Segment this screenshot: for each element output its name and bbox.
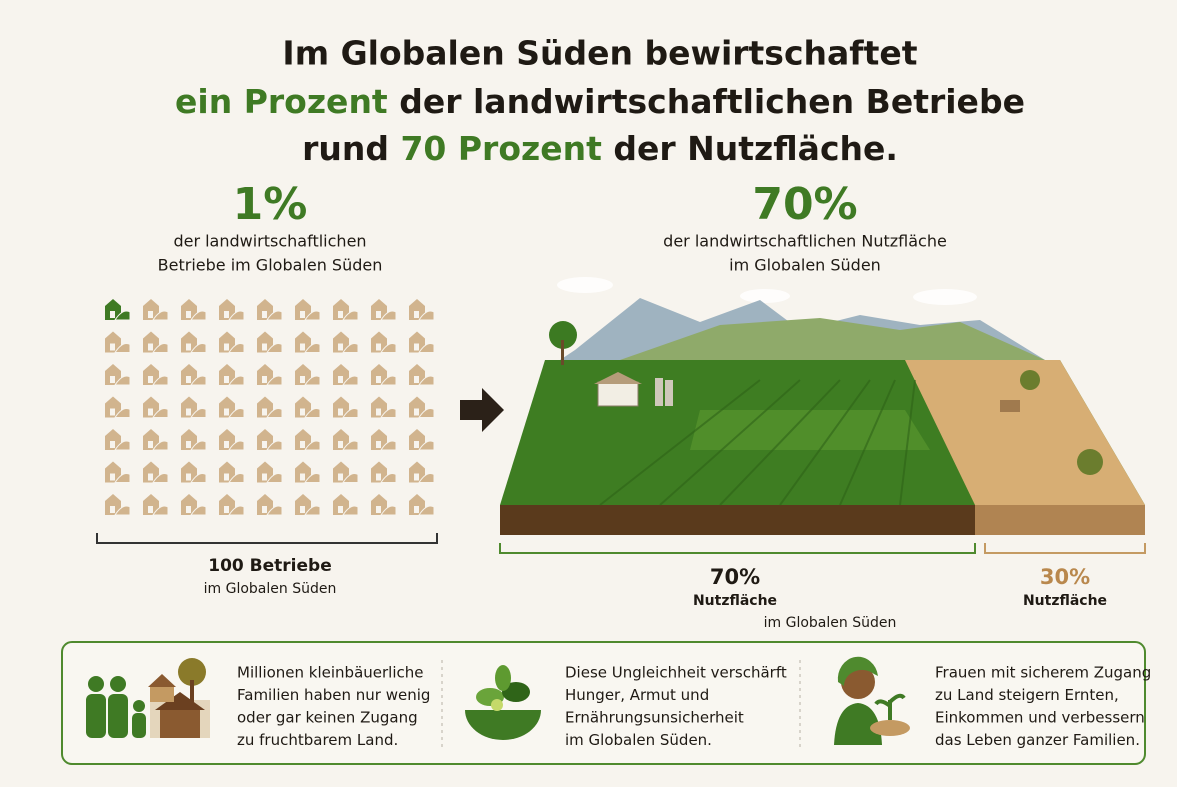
farm-door [262,474,267,481]
total-sub: im Globalen Süden [204,581,337,597]
farm-door [186,344,191,351]
farm-door [376,376,381,383]
infographic: Im Globalen Süden bewirtschaftet ein Pro… [0,0,1177,787]
title-line: Im Globalen Süden bewirtschaftet [282,34,917,73]
farm-door [224,506,229,513]
footer-text: Millionen kleinbäuerliche [237,664,424,682]
title-highlight: 70 Prozent [400,129,602,168]
farm-door [300,506,305,513]
caption: im Globalen Süden [729,256,881,275]
title-text: rund [302,129,389,168]
farm-door [148,311,153,318]
farm-door [414,409,419,416]
farm-door [186,376,191,383]
farm-door [338,506,343,513]
caption: Betriebe im Globalen Süden [158,256,383,275]
footer-text: im Globalen Süden. [565,731,712,749]
footer-text: zu Land steigern Ernten, [935,686,1119,704]
farm-door [186,311,191,318]
farm-door [376,474,381,481]
footer-text: oder gar keinen Zugang [237,709,418,727]
farm-door [186,409,191,416]
farm-door [224,311,229,318]
farm-door [414,311,419,318]
farm-door [148,506,153,513]
farm-door [110,311,115,318]
farm-door [148,474,153,481]
share-large-sub: im Globalen Süden [764,615,897,631]
farm-door [338,344,343,351]
page: Im Globalen Süden bewirtschaftet ein Pro… [0,0,1177,787]
farm-door [224,474,229,481]
share-small-value: 30% [1040,565,1090,589]
farm-door [300,344,305,351]
title-line: ein Prozent der landwirtschaftlichen Bet… [175,82,1025,121]
caption: der landwirtschaftlichen [173,232,366,251]
farm-door [300,311,305,318]
footer-text: Frauen mit sicherem Zugang [935,664,1151,682]
farm-door [262,409,267,416]
footer-text: das Leben ganzer Familien. [935,731,1140,749]
farm-door [186,506,191,513]
farm-door [414,506,419,513]
farm-door [224,344,229,351]
farm-door [224,376,229,383]
farm-door [110,441,115,448]
farm-door [262,344,267,351]
farm-door [110,474,115,481]
farm-door [414,474,419,481]
farm-door [186,441,191,448]
share-small-label: Nutzfläche [1023,593,1107,609]
share-value: 1% [233,179,308,230]
title-line: rund 70 Prozent der Nutzfläche. [302,129,898,168]
farm-door [110,376,115,383]
footer-text: Diese Ungleichheit verschärft [565,664,787,682]
farm-door [414,441,419,448]
footer-text: Ernährungsunsicherheit [565,709,744,727]
title-text: der Nutzfläche. [613,129,898,168]
farm-door [300,474,305,481]
farm-door [376,506,381,513]
farm-door [148,376,153,383]
farm-door [414,376,419,383]
farm-door [110,344,115,351]
farm-door [262,506,267,513]
share-value: 70% [752,179,857,230]
farm-door [262,441,267,448]
title-text: der landwirtschaftlichen Betriebe [399,82,1025,121]
farm-door [376,409,381,416]
farm-door [376,311,381,318]
share-large-value: 70% [710,565,760,589]
farm-door [224,441,229,448]
farm-door [414,344,419,351]
farm-door [338,474,343,481]
total-label: 100 Betriebe [208,556,331,576]
farm-door [148,409,153,416]
farm-door [338,311,343,318]
farm-door [376,344,381,351]
farm-door [338,376,343,383]
caption: der landwirtschaftlichen Nutzfläche [663,232,947,251]
farm-door [186,474,191,481]
farm-door [376,441,381,448]
title-highlight: ein Prozent [175,82,388,121]
farm-door [338,441,343,448]
share-large-label: Nutzfläche [693,593,777,609]
farm-door [338,409,343,416]
footer-text: Einkommen und verbessern [935,709,1145,727]
farm-door [300,376,305,383]
farm-door [300,409,305,416]
footer-text: zu fruchtbarem Land. [237,731,398,749]
farm-door [262,376,267,383]
farm-door [110,409,115,416]
farm-door [148,441,153,448]
footer-text: Hunger, Armut und [565,686,709,704]
footer-text: Familien haben nur wenig [237,686,430,704]
farm-door [300,441,305,448]
farm-door [148,344,153,351]
farm-door [110,506,115,513]
farm-door [262,311,267,318]
farm-door [224,409,229,416]
